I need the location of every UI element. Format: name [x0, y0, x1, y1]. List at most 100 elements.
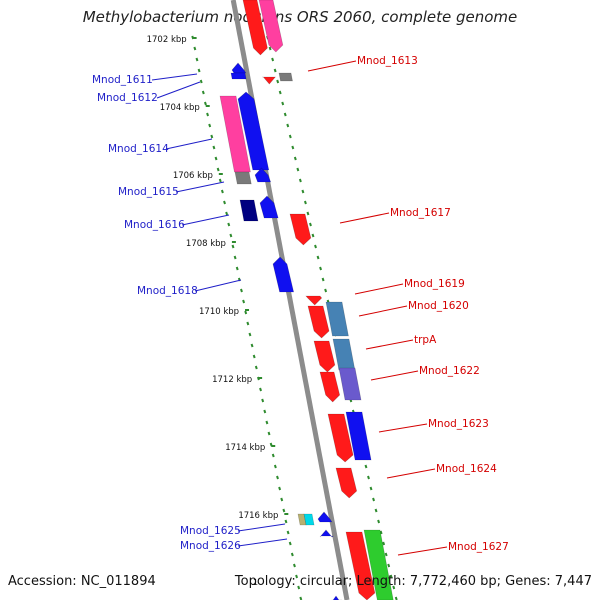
guide-dot-left [229, 233, 233, 238]
gene-label-left: Mnod_1615 [118, 186, 179, 198]
guide-dot-left [203, 101, 207, 106]
gene-label-right: Mnod_1620 [408, 300, 469, 312]
gene-box [338, 367, 362, 401]
gene-label-left: Mnod_1625 [180, 525, 241, 537]
gene-arrow [272, 256, 295, 293]
gene-box [303, 513, 315, 526]
guide-dot-right [324, 288, 328, 293]
leader-line-right [378, 423, 428, 433]
guide-dot-right [374, 508, 378, 513]
guide-dot-left [231, 244, 235, 249]
leader-line-right [307, 60, 357, 72]
gene-label-left: Mnod_1612 [97, 92, 158, 104]
gene-arrow [259, 195, 279, 219]
guide-dot-right [291, 145, 295, 150]
gene-label-left: Mnod_1611 [92, 74, 153, 86]
gene-box [239, 199, 259, 222]
leader-line-right [358, 305, 408, 317]
gene-box [219, 95, 251, 173]
leader-line-left [237, 523, 286, 532]
gene-arrow [319, 371, 341, 403]
leader-line-right [365, 339, 414, 350]
guide-dot-left [218, 178, 222, 183]
guide-dot-right [316, 255, 320, 260]
guide-dot-left [216, 167, 220, 172]
gene-arrow [313, 340, 336, 373]
guide-dot-left [214, 156, 218, 161]
guide-dot-right [268, 46, 272, 51]
guide-dot-left [252, 354, 256, 359]
label-leaders [151, 60, 448, 556]
guide-dot-right [276, 79, 280, 84]
guide-dot-left [293, 563, 296, 568]
guide-dot-right [377, 519, 381, 524]
guide-dot-right [382, 541, 386, 546]
leader-line-right [354, 283, 404, 295]
gene-arrow [317, 511, 333, 523]
guide-dot-left [242, 299, 246, 304]
guide-dot-left [201, 90, 205, 95]
guide-dot-right [281, 101, 285, 106]
guide-dot-left [197, 68, 201, 73]
guide-dot-right [288, 134, 292, 139]
gene-arrow [327, 413, 354, 463]
guide-dot-left [290, 552, 294, 557]
guide-dot-left [223, 200, 226, 205]
gene-box [278, 72, 293, 82]
gene-features [219, 0, 394, 600]
kbp-tick-label: 1704 kbp [160, 103, 200, 113]
leader-line-left [165, 138, 213, 150]
guide-dot-left [284, 519, 288, 524]
guide-dot-right [319, 266, 323, 271]
gene-arrow [331, 595, 343, 600]
guide-dot-right [306, 211, 310, 216]
map-title: Methylobacterium nodulans ORS 2060, comp… [82, 8, 518, 26]
guide-dot-left [240, 288, 243, 293]
gene-label-right: Mnod_1624 [436, 463, 497, 475]
guide-dot-left [208, 123, 212, 128]
gene-arrow [258, 0, 284, 53]
kbp-tick-label: 1710 kbp [199, 307, 239, 317]
leader-line-left [181, 214, 230, 226]
kbp-tick-label: 1716 kbp [238, 511, 278, 521]
leader-line-left [175, 181, 225, 193]
kbp-tick-label: 1702 kbp [147, 35, 187, 45]
gene-box [234, 171, 252, 185]
guide-dot-left [199, 79, 203, 84]
kbp-tick-label: 1706 kbp [173, 171, 213, 181]
gene-label-left: Mnod_1616 [124, 219, 185, 231]
guide-dot-left [195, 57, 199, 62]
genome-axis [230, 0, 350, 600]
gene-arrow [242, 0, 268, 56]
guide-dot-left [261, 398, 265, 403]
gene-label-right: Mnod_1627 [448, 541, 509, 553]
guide-dot-left [278, 486, 282, 491]
gene-label-right: Mnod_1622 [419, 365, 480, 377]
guide-dot-right [278, 90, 282, 95]
guide-dot-right [309, 222, 312, 227]
guide-dot-left [271, 453, 275, 458]
guide-dot-right [273, 68, 277, 73]
guide-dot-right [389, 574, 393, 579]
gene-label-left: Mnod_1614 [108, 143, 169, 155]
corner-tick-label: 1 [253, 578, 259, 587]
gene-label-left: Mnod_1618 [137, 285, 198, 297]
gene-arrow [345, 531, 376, 600]
guide-dot-left [273, 464, 277, 469]
guide-dot-left [276, 475, 279, 480]
guide-dot-left [206, 112, 210, 117]
guide-dot-left [233, 255, 237, 260]
guide-dot-right [303, 200, 307, 205]
guide-dot-right [286, 123, 290, 128]
guide-dot-left [288, 541, 292, 546]
gene-label-right: Mnod_1623 [428, 418, 489, 430]
kbp-tick-label: 1714 kbp [225, 443, 265, 453]
dotted-guides [191, 35, 398, 600]
guide-dot-left [193, 46, 197, 51]
guide-dot-left [282, 508, 286, 513]
gene-labels: Mnod_1611 Mnod_1612 Mnod_1614 Mnod_1615 Mnod… [92, 55, 509, 553]
guide-dot-right [311, 233, 315, 238]
accession-text: Accession: NC_011894 [8, 574, 156, 589]
guide-dot-left [246, 321, 250, 326]
gene-box [325, 301, 349, 337]
